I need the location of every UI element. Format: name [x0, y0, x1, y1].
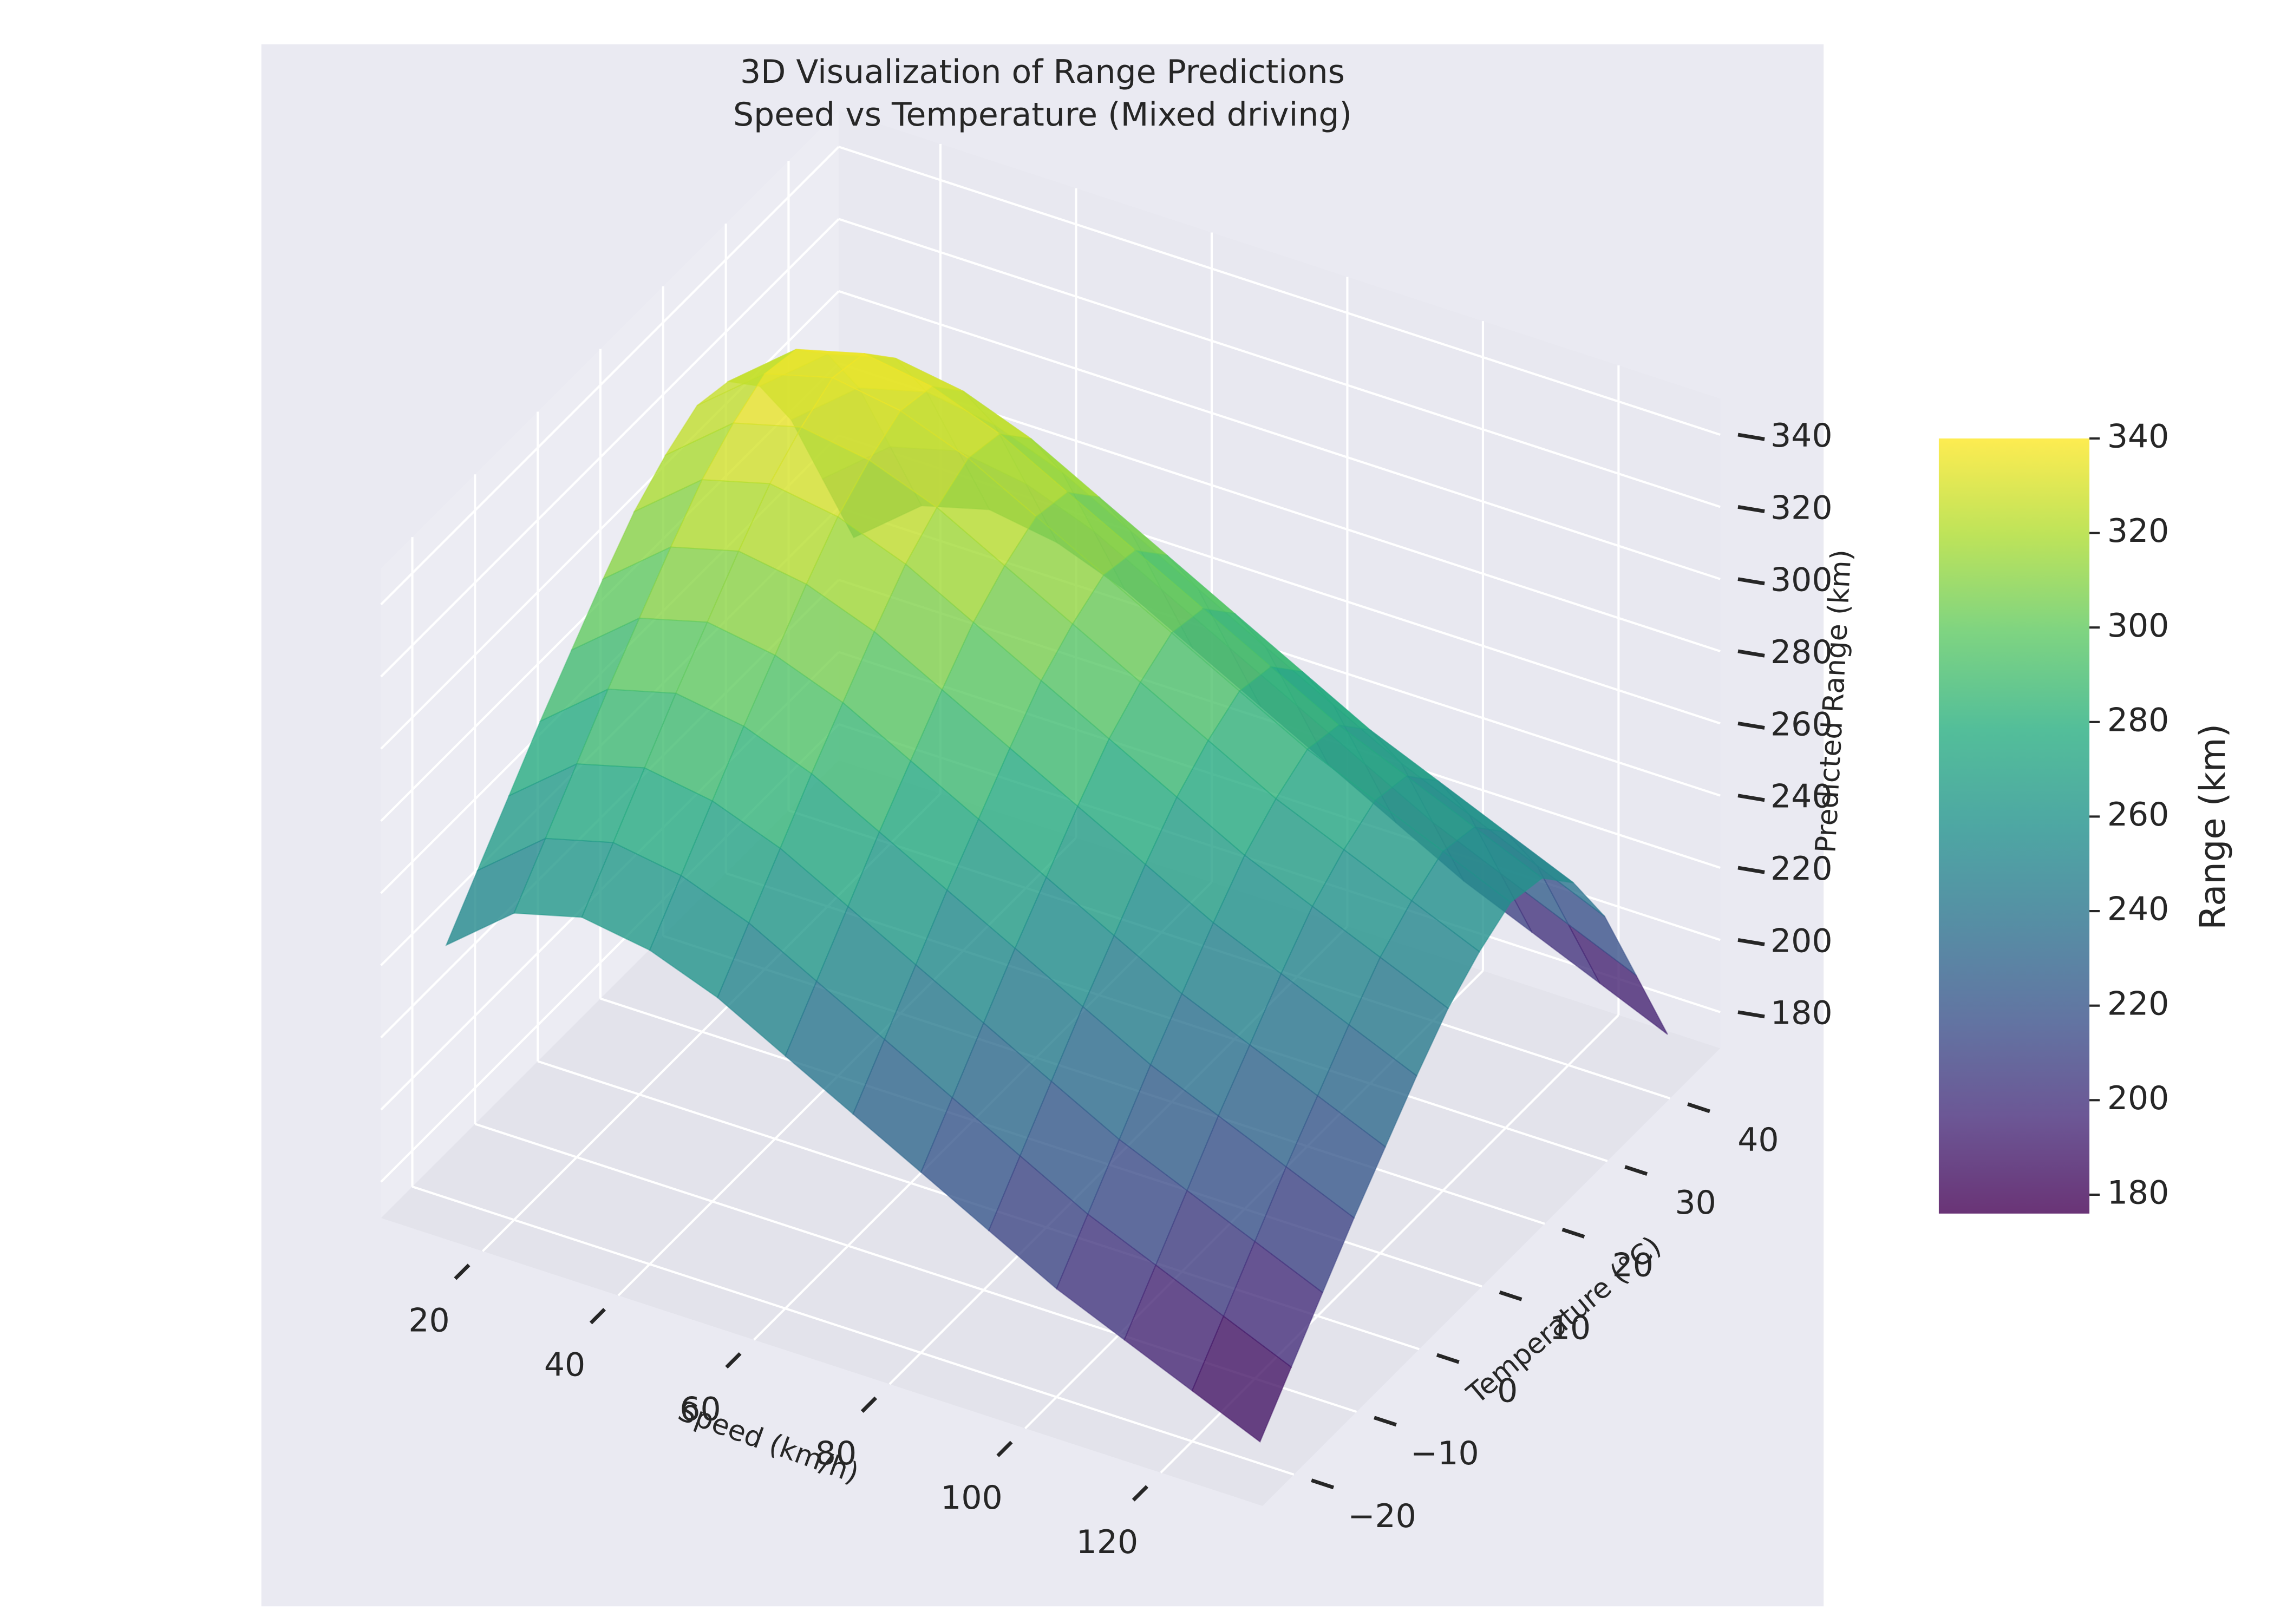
chart-title: 3D Visualization of Range Predictions [740, 53, 1345, 91]
x-tick-label: 120 [1076, 1523, 1139, 1561]
surface-face [1410, 850, 1512, 953]
x-tick-label: 20 [408, 1302, 449, 1340]
colorbar-tick-label: 340 [2107, 418, 2170, 456]
tick-mark [1737, 1010, 1765, 1019]
z-tick-label: 200 [1770, 922, 1833, 960]
y-tick-label: 0 [1497, 1372, 1518, 1410]
z-tick-label: 220 [1770, 850, 1833, 888]
colorbar [1938, 438, 2090, 1214]
tick-mark [589, 1308, 606, 1325]
colorbar-tick-label: 200 [2107, 1079, 2170, 1117]
tick-mark [1624, 1165, 1648, 1176]
tick-mark [1687, 1102, 1710, 1114]
x-tick-label: 100 [940, 1479, 1003, 1517]
surface-face [1317, 1024, 1417, 1148]
grid-line [838, 146, 1721, 436]
scene: 20 40 60 80 100 120 −20 −10 0 10 20 30 40 180 200 220 24… [380, 110, 1833, 1561]
tick-mark [1436, 1353, 1460, 1364]
x-tick-label: 40 [544, 1346, 585, 1384]
tick-mark [1132, 1485, 1148, 1502]
colorbar-tick-label: 280 [2107, 701, 2170, 739]
z-tick-label: 280 [1770, 633, 1833, 671]
tick-mark [1737, 938, 1765, 946]
tick-mark [1737, 433, 1765, 441]
surface-face [1536, 865, 1637, 976]
z-tick-label: 260 [1770, 705, 1833, 743]
z-tick-label: 300 [1770, 561, 1833, 599]
colorbar-tick-label: 300 [2107, 607, 2170, 645]
tick-mark [1374, 1416, 1397, 1427]
grid-line [380, 146, 840, 606]
y-tick-label: 40 [1737, 1121, 1779, 1159]
tick-mark [1311, 1478, 1335, 1490]
colorbar-tick-label: 320 [2107, 512, 2170, 550]
colorbar-label: Range (km) [2192, 724, 2233, 930]
y-tick-label: −20 [1348, 1497, 1416, 1535]
tick-mark [1499, 1290, 1522, 1301]
y-tick-label: −10 [1410, 1435, 1479, 1472]
surface-face [1254, 1165, 1355, 1294]
tick-mark [1737, 649, 1765, 658]
y-tick-label: 30 [1675, 1184, 1716, 1222]
y-tick-label: 10 [1550, 1309, 1591, 1347]
z-tick-label: 320 [1770, 489, 1833, 527]
tick-mark [996, 1440, 1013, 1457]
surface-face [1223, 1240, 1324, 1368]
z-tick-label: 340 [1770, 417, 1833, 455]
colorbar-tick-label: 180 [2107, 1174, 2170, 1212]
grid-line [411, 1186, 1295, 1476]
grid-line [380, 218, 840, 678]
colorbar-tick-label: 220 [2107, 985, 2170, 1023]
grid-line [838, 218, 1721, 508]
grid-line [838, 290, 1721, 580]
tick-mark [1737, 577, 1765, 586]
colorbar-tick-label: 240 [2107, 890, 2170, 928]
tick-mark [860, 1396, 878, 1413]
y-tick-label: 20 [1612, 1247, 1654, 1285]
colorbar-tick-label: 260 [2107, 796, 2170, 834]
x-tick-label: 80 [815, 1435, 857, 1472]
chart-subtitle: Speed vs Temperature (Mixed driving) [733, 96, 1352, 134]
tick-mark [1737, 866, 1765, 874]
tick-mark [1737, 722, 1765, 730]
tick-mark [1737, 794, 1765, 802]
z-tick-label: 180 [1770, 994, 1833, 1032]
surface-face [1379, 900, 1480, 1010]
surface-face [1191, 1315, 1292, 1443]
tick-mark [1737, 505, 1765, 513]
tick-mark [725, 1352, 742, 1369]
x-tick-label: 60 [679, 1390, 721, 1428]
surface-face [1567, 924, 1668, 1035]
tick-mark [454, 1263, 471, 1280]
tick-mark [1561, 1228, 1585, 1239]
z-tick-label: 240 [1770, 778, 1833, 816]
